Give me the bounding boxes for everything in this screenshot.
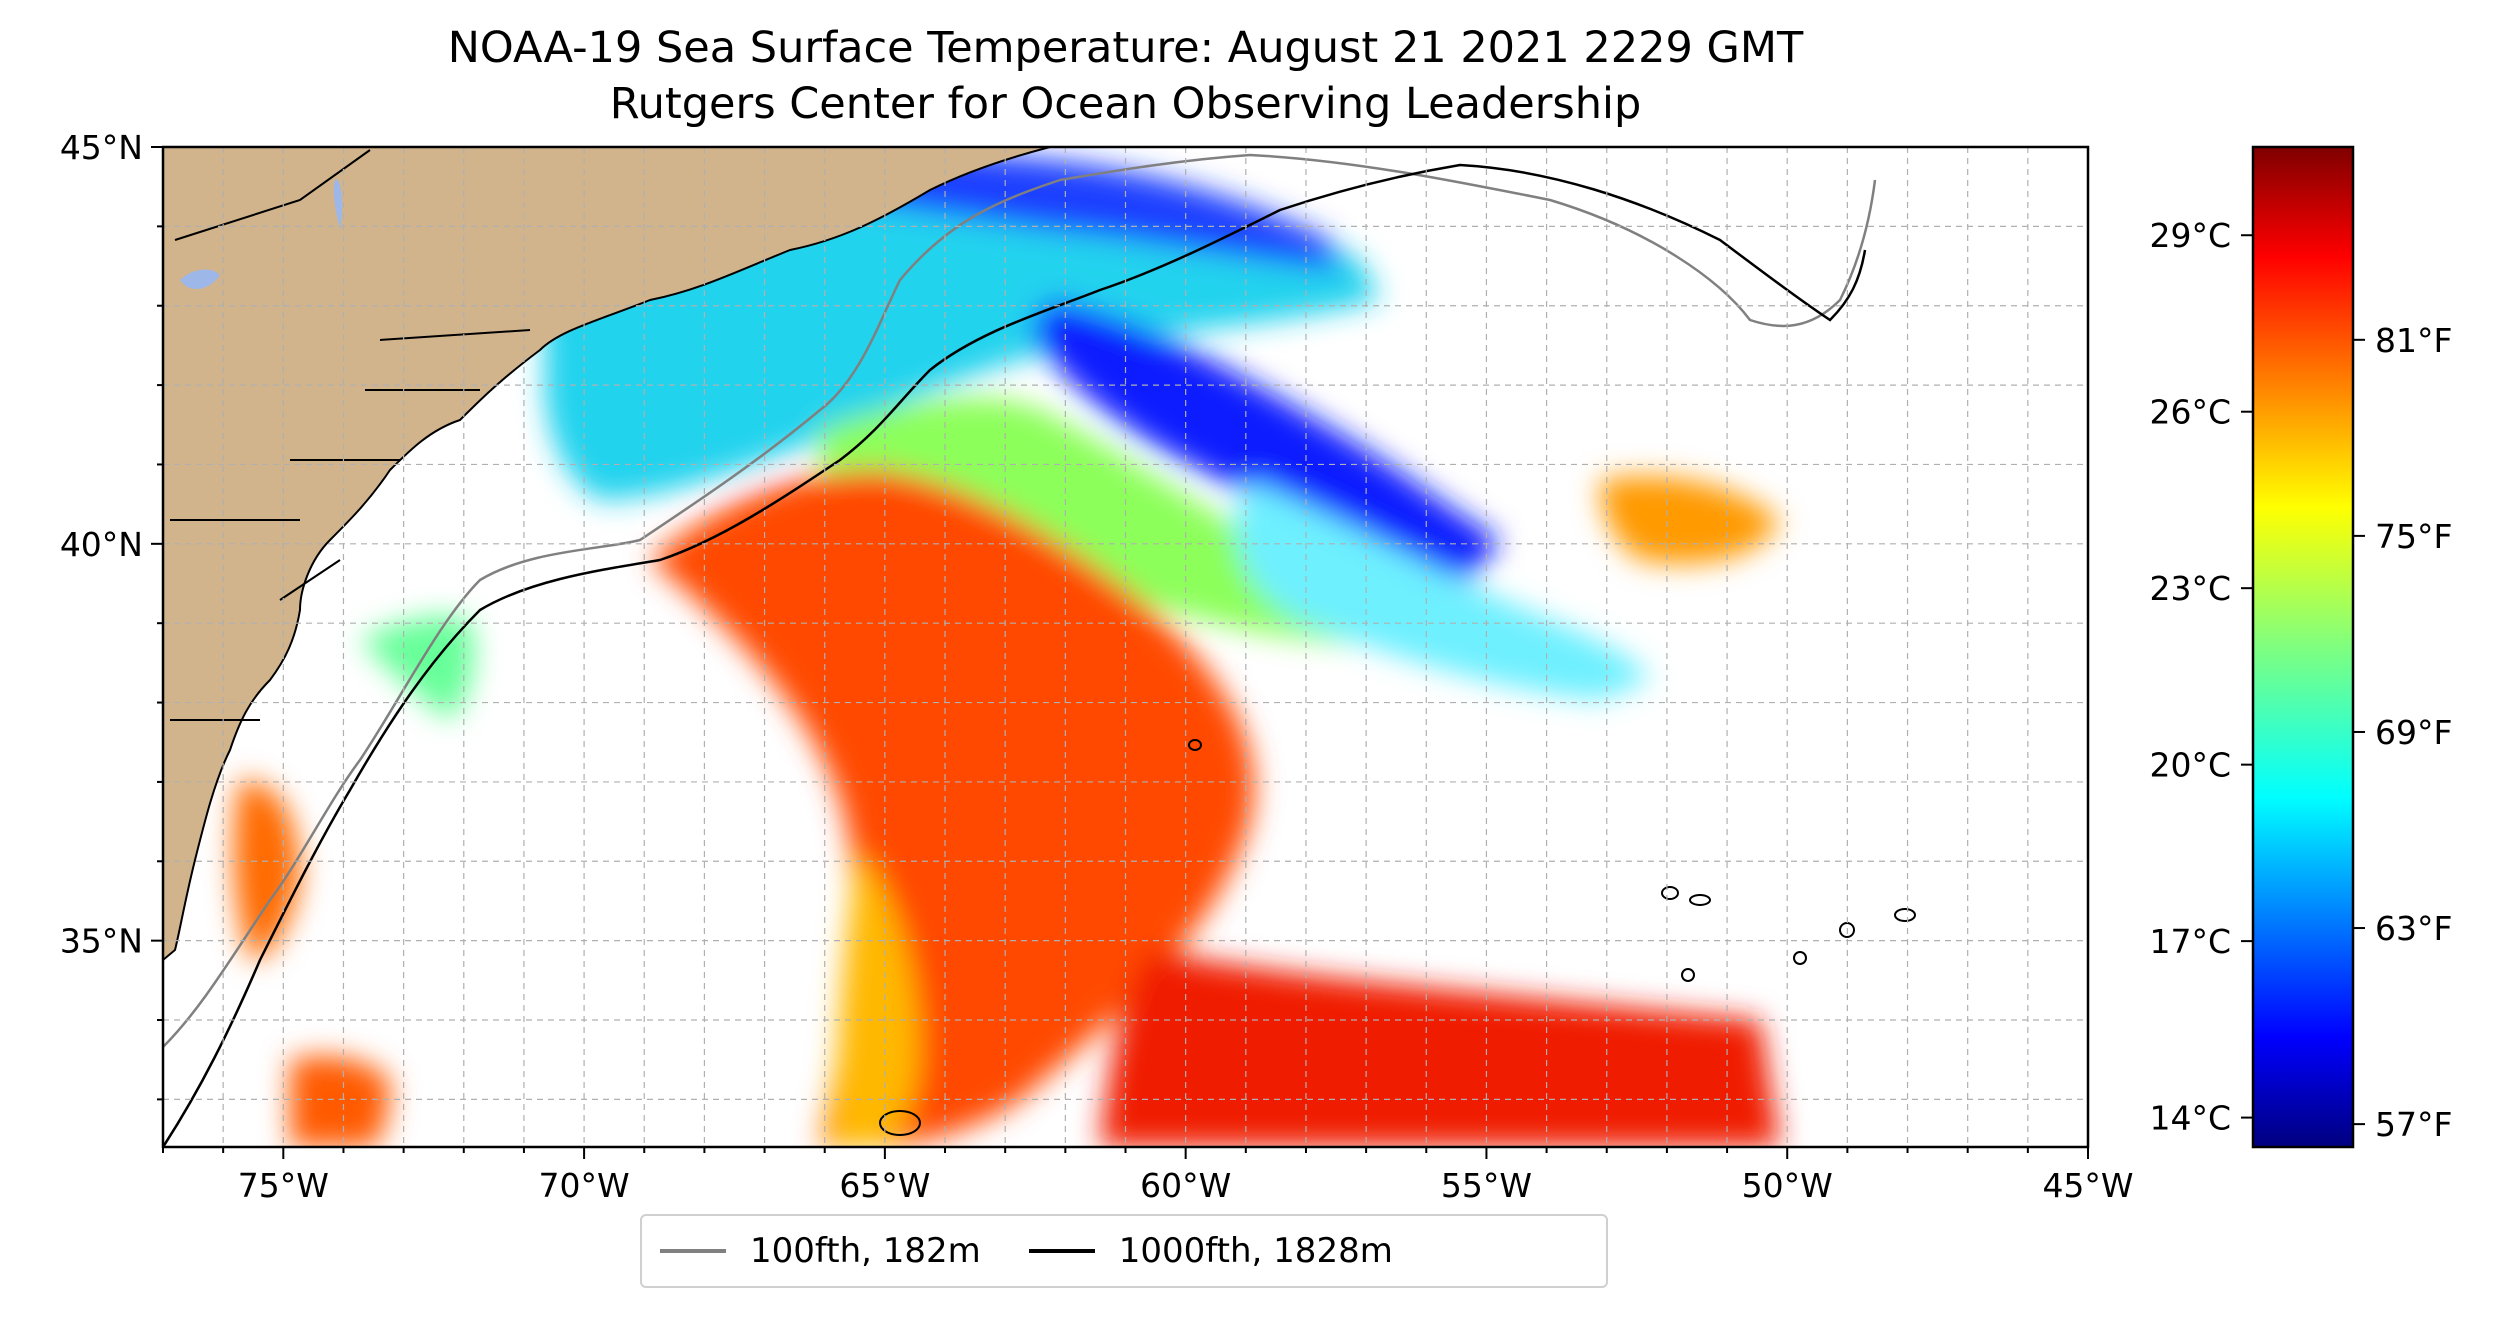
legend-item-1000fth: 1000fth, 1828m [1028,1231,1393,1271]
lat-tick-label: 35°N [60,922,143,961]
colorbar-c-label: 14°C [2149,1099,2231,1138]
colorbar [2251,145,2355,1149]
lon-tick-label: 60°W [1140,1166,1231,1205]
legend-line-100fth [660,1249,726,1253]
colorbar-f-label: 75°F [2375,517,2452,556]
lon-tick-label: 55°W [1441,1166,1532,1205]
contour-legend: 100fth, 182m 1000fth, 1828m [640,1214,1608,1288]
colorbar-c-label: 23°C [2149,569,2231,608]
lon-tick-label: 75°W [238,1166,329,1205]
seamounts [879,739,1916,1136]
colorbar-c-label: 26°C [2149,393,2231,432]
legend-label-1000fth: 1000fth, 1828m [1118,1231,1393,1271]
colorbar-f-label: 81°F [2375,321,2452,360]
contour-1000fth [163,163,1867,1147]
sst-field [233,148,1780,1147]
colorbar-c-label: 29°C [2149,216,2231,255]
colorbar-fahrenheit-ticks: 81°F 75°F 69°F 63°F 57°F [2353,321,2452,1144]
lat-tick-label: 40°N [60,525,143,564]
colorbar-f-label: 63°F [2375,909,2452,948]
map-grid [163,147,2088,1147]
lon-tick-label: 70°W [539,1166,630,1205]
contour-100fth [163,153,1877,1048]
colorbar-f-label: 57°F [2375,1105,2452,1144]
latitude-axis: 45°N 40°N 35°N [60,128,163,1101]
lon-tick-label: 65°W [839,1166,930,1205]
land-mass [163,147,1051,962]
lon-tick-label: 50°W [1742,1166,1833,1205]
lat-tick-label: 45°N [60,128,143,167]
lakes [180,179,343,290]
state-borders [170,149,531,721]
colorbar-c-label: 20°C [2149,746,2231,785]
chart-subtitle: Rutgers Center for Ocean Observing Leade… [609,79,1642,129]
colorbar-c-label: 17°C [2149,922,2231,961]
colorbar-f-label: 69°F [2375,713,2452,752]
lon-tick-label: 45°W [2042,1166,2133,1205]
legend-label-100fth: 100fth, 182m [750,1231,981,1271]
legend-item-100fth: 100fth, 182m [660,1231,981,1271]
longitude-axis: 75°W 70°W 65°W 60°W 55°W 50°W 45°W [162,1147,2134,1205]
colorbar-celsius-ticks: 29°C 26°C 23°C 20°C 17°C 14°C [2149,216,2253,1138]
legend-line-1000fth [1028,1249,1095,1253]
chart-title: NOAA-19 Sea Surface Temperature: August … [447,23,1804,73]
